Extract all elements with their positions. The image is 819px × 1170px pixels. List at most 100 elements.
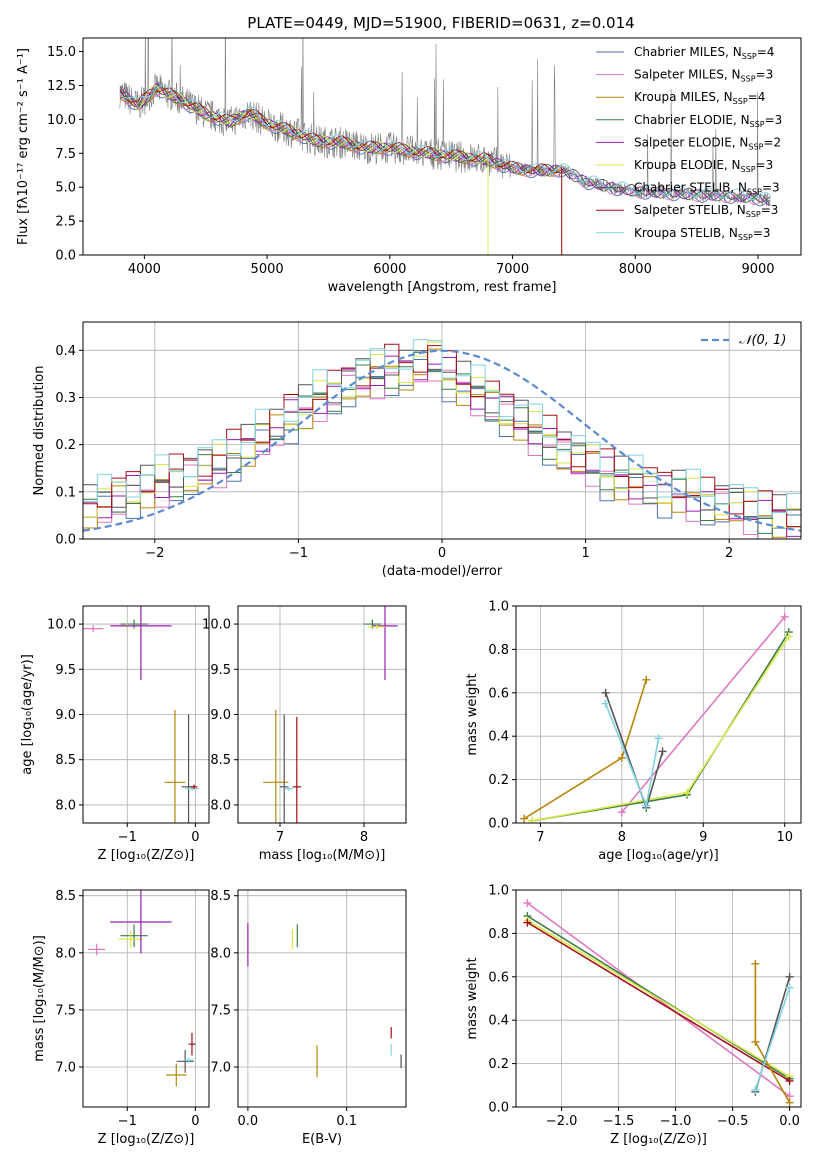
y-axis-label: Flux [fλ10⁻¹⁷ erg cm⁻² s⁻¹ A⁻¹] [16, 48, 31, 245]
y-tick-label: 1.0 [488, 884, 509, 899]
y-tick-label: 7.5 [210, 1003, 231, 1018]
legend-entry: Chabrier MILES, NSSP=4 [634, 45, 774, 61]
x-tick-label: 2 [725, 546, 733, 561]
x-tick-label: 8000 [619, 262, 652, 277]
axes-frame [82, 889, 210, 1108]
plots-group: 4000 5000 6000 7000 8000 90000.02.55.07.510.0… [16, 37, 802, 1147]
x-axis-label: Z [log₁₀(Z/Z⊙)] [98, 1132, 195, 1147]
x-tick-label: 1 [581, 546, 589, 561]
x-tick-label: 0 [191, 1114, 199, 1129]
panel-mass-vs-Z: −1 0 7.0 7.5 8.0 8.5 Z [log₁₀(Z/Z⊙)] mass [log₁… [32, 889, 210, 1147]
legend-entry: Salpeter ELODIE, NSSP=2 [634, 135, 781, 151]
axes-frame [82, 605, 210, 824]
model-line-chabrier-stelib [119, 86, 771, 203]
model-line-kroupa-miles [119, 87, 563, 255]
panel-residuals: −2 −1 0 1 2 0.0 0.1 0.2 0.3 0.4 (data-model)/error… [32, 321, 802, 579]
x-tick-label: 9 [699, 830, 707, 845]
x-tick-label: −1.5 [603, 1114, 635, 1129]
legend-entry: Kroupa MILES, NSSP=4 [634, 90, 765, 106]
y-tick-label: 9.0 [210, 708, 231, 723]
y-tick-label: 2.5 [55, 215, 76, 230]
axes-frame [237, 605, 407, 824]
y-tick-label: 9.0 [55, 708, 76, 723]
weight-line [621, 616, 786, 813]
y-tick-label: 8.0 [210, 798, 231, 813]
x-tick-label: 0.0 [238, 1114, 259, 1129]
y-tick-label: 7.5 [55, 147, 76, 162]
x-tick-label: −1 [118, 1114, 137, 1129]
legend-entry: 𝒩(0, 1) [739, 333, 786, 348]
plot-area [238, 890, 406, 1107]
weight-line [526, 919, 791, 1078]
y-tick-label: 10.0 [47, 618, 76, 633]
panel-spectrum: 4000 5000 6000 7000 8000 9000 0.0 2.5 5.0 7.5 10.0… [16, 37, 802, 295]
y-axis-label: Normed distribution [32, 366, 47, 496]
x-axis-label: Z [log₁₀(Z/Z⊙)] [98, 848, 195, 863]
weight-line [604, 692, 664, 811]
y-tick-label: 0.4 [488, 1014, 509, 1029]
x-axis-label: mass [log₁₀(M/M⊙)] [259, 848, 386, 863]
x-axis-label: E(B-V) [302, 1132, 342, 1147]
y-tick-label: 0.2 [55, 438, 76, 453]
y-tick-label: 5.0 [55, 181, 76, 196]
x-tick-label: 0.1 [336, 1114, 357, 1129]
x-tick-label: −1 [118, 830, 137, 845]
y-tick-label: 9.5 [210, 663, 231, 678]
x-tick-label: −0.5 [717, 1114, 749, 1129]
x-tick-label: 8 [360, 830, 368, 845]
x-tick-label: 7 [276, 830, 284, 845]
y-tick-label: 10.0 [202, 618, 231, 633]
y-tick-label: 7.5 [55, 1003, 76, 1018]
x-tick-label: 7 [536, 830, 544, 845]
y-tick-label: 8.0 [210, 946, 231, 961]
axes-frame [237, 889, 407, 1108]
x-tick-label: −2 [145, 546, 164, 561]
x-axis-label: Z [log₁₀(Z/Z⊙)] [610, 1132, 707, 1147]
legend-entry: Kroupa STELIB, NSSP=3 [634, 226, 771, 242]
plot-area [238, 606, 406, 823]
y-tick-label: 8.0 [55, 798, 76, 813]
axes-frame [82, 37, 802, 256]
x-tick-label: −2.0 [546, 1114, 578, 1129]
legend-entry: Chabrier ELODIE, NSSP=3 [634, 113, 782, 129]
plot-area [516, 890, 801, 1107]
weight-line [523, 679, 648, 820]
weight-line [526, 902, 791, 1097]
plot-area [83, 606, 209, 823]
y-tick-label: 10.0 [47, 113, 76, 128]
y-tick-label: 7.0 [210, 1061, 231, 1076]
axes-frame [515, 889, 802, 1108]
x-axis-label: (data-model)/error [382, 564, 503, 579]
y-axis-label: mass [log₁₀(M/M⊙)] [32, 935, 47, 1062]
panel-age-vs-Z: −1 0 8.0 8.5 9.0 9.5 10.0 Z [log₁₀(Z/Z⊙)] age [l… [20, 605, 210, 863]
y-tick-label: 0.0 [488, 817, 509, 832]
y-tick-label: 0.3 [55, 391, 76, 406]
y-tick-label: 0.4 [488, 730, 509, 745]
weight-line [532, 631, 790, 822]
x-tick-label: 0 [191, 830, 199, 845]
plot-area [119, 38, 771, 255]
legend-entry: Kroupa ELODIE, NSSP=3 [634, 158, 773, 174]
x-tick-label: 9000 [741, 262, 774, 277]
legend-entry: Salpeter STELIB, NSSP=3 [634, 203, 778, 219]
model-line-chabrier-miles [119, 90, 771, 207]
panel-mass-vs-ebv: 0.0 0.1 7.0 7.5 8.0 8.5 E(B-V) [210, 889, 407, 1147]
y-axis-label: mass weight [465, 673, 480, 755]
x-tick-label: 5000 [251, 262, 284, 277]
gaussian-curve [83, 349, 801, 532]
y-tick-label: 8.0 [55, 946, 76, 961]
y-tick-label: 1.0 [488, 600, 509, 615]
x-tick-label: 7000 [496, 262, 529, 277]
x-axis-label: age [log₁₀(age/yr)] [598, 848, 719, 863]
y-tick-label: 8.5 [55, 753, 76, 768]
y-tick-label: 0.1 [55, 485, 76, 500]
legend-entry: Chabrier STELIB, NSSP=3 [634, 181, 780, 197]
y-tick-label: 8.5 [210, 753, 231, 768]
y-tick-label: 0.8 [488, 927, 509, 942]
weight-line [526, 921, 791, 1082]
y-axis-label: mass weight [465, 957, 480, 1039]
y-tick-label: 0.2 [488, 1057, 509, 1072]
y-tick-label: 8.5 [55, 889, 76, 904]
panel-weight-vs-Z: −2.0 −1.5 −1.0 −0.5 0.0 0.0 0.2 0.4 0.6 0.8 1.0 Z [… [465, 884, 802, 1147]
residual-histogram-kroupa-stelib [83, 339, 801, 518]
